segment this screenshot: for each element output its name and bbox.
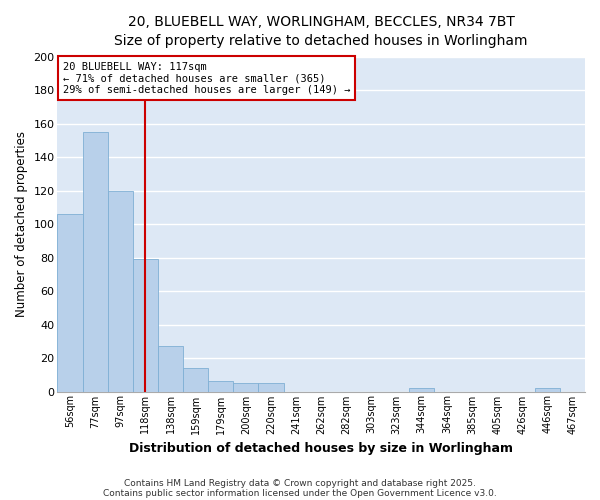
Title: 20, BLUEBELL WAY, WORLINGHAM, BECCLES, NR34 7BT
Size of property relative to det: 20, BLUEBELL WAY, WORLINGHAM, BECCLES, N…: [115, 15, 528, 48]
Text: 20 BLUEBELL WAY: 117sqm
← 71% of detached houses are smaller (365)
29% of semi-d: 20 BLUEBELL WAY: 117sqm ← 71% of detache…: [63, 62, 350, 95]
Bar: [208, 382, 233, 392]
Text: Contains HM Land Registry data © Crown copyright and database right 2025.: Contains HM Land Registry data © Crown c…: [124, 478, 476, 488]
Bar: [133, 259, 158, 392]
Bar: [259, 383, 284, 392]
Bar: [83, 132, 108, 392]
Bar: [535, 388, 560, 392]
Bar: [183, 368, 208, 392]
Text: Contains public sector information licensed under the Open Government Licence v3: Contains public sector information licen…: [103, 488, 497, 498]
Bar: [108, 190, 133, 392]
X-axis label: Distribution of detached houses by size in Worlingham: Distribution of detached houses by size …: [129, 442, 513, 455]
Y-axis label: Number of detached properties: Number of detached properties: [15, 131, 28, 317]
Bar: [158, 346, 183, 392]
Bar: [409, 388, 434, 392]
Bar: [233, 383, 259, 392]
Bar: [58, 214, 83, 392]
